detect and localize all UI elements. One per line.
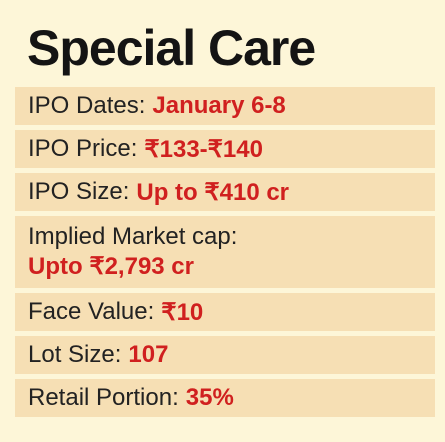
row-ipo-size: IPO Size: Up to ₹410 cr — [15, 173, 435, 211]
row-implied-market-cap: Implied Market cap: Upto ₹2,793 cr — [15, 216, 435, 288]
ipo-details-list: IPO Dates: January 6-8 IPO Price: ₹133-₹… — [15, 87, 435, 422]
row-label: IPO Dates: — [28, 92, 146, 119]
row-value: Upto ₹2,793 cr — [28, 253, 194, 280]
card-title: Special Care — [27, 20, 316, 76]
row-ipo-dates: IPO Dates: January 6-8 — [15, 87, 435, 125]
row-label: Face Value: — [28, 298, 155, 325]
row-label: Lot Size: — [28, 341, 122, 368]
row-lot-size: Lot Size: 107 — [15, 336, 435, 374]
row-label: Implied Market cap: — [28, 223, 238, 250]
row-value: 35% — [185, 384, 234, 411]
row-retail-portion: Retail Portion: 35% — [15, 379, 435, 417]
row-value: Up to ₹410 cr — [136, 178, 290, 206]
row-value: ₹133-₹140 — [144, 135, 263, 163]
row-face-value: Face Value: ₹10 — [15, 293, 435, 331]
row-value: ₹10 — [161, 298, 204, 326]
row-label: Retail Portion: — [28, 384, 179, 411]
row-label: IPO Price: — [28, 135, 138, 162]
row-value: 107 — [128, 341, 169, 368]
row-ipo-price: IPO Price: ₹133-₹140 — [15, 130, 435, 168]
row-label: IPO Size: — [28, 178, 130, 205]
row-value: January 6-8 — [152, 92, 286, 119]
